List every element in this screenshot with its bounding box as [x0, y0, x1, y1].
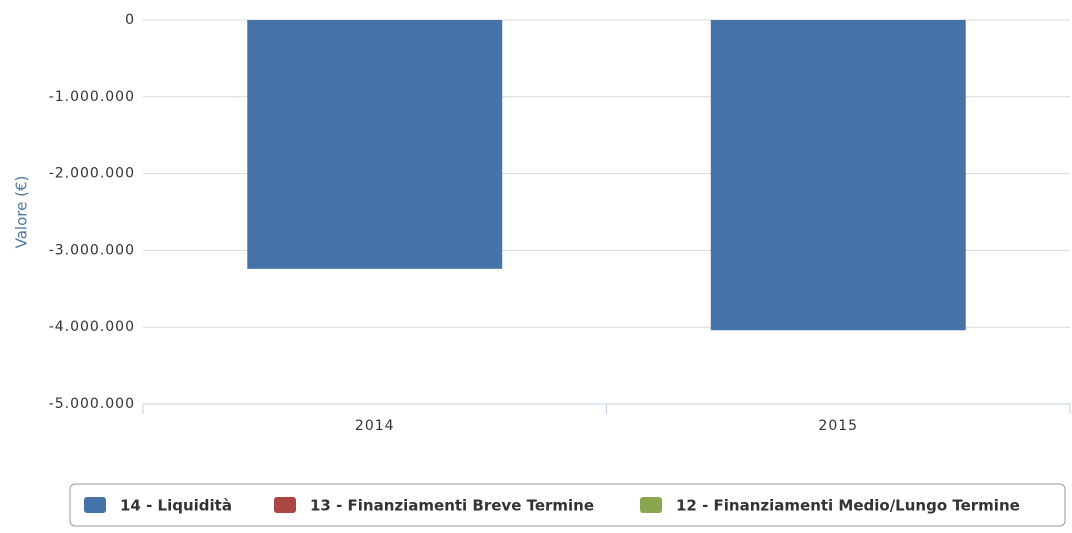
- y-tick-label: -1.000.000: [49, 89, 135, 105]
- y-tick-label: -2.000.000: [49, 166, 135, 182]
- bar: [710, 20, 966, 331]
- legend-label[interactable]: 14 - Liquidità: [120, 497, 232, 515]
- y-tick-label: -3.000.000: [49, 242, 135, 258]
- bar: [247, 20, 503, 269]
- y-tick-label: -5.000.000: [49, 396, 135, 412]
- legend-box: [69, 483, 1066, 527]
- x-tick-label: 2014: [355, 418, 395, 434]
- legend-label[interactable]: 12 - Finanziamenti Medio/Lungo Termine: [676, 497, 1020, 515]
- y-tick-label: -4.000.000: [49, 319, 135, 335]
- legend-swatch[interactable]: [274, 497, 296, 513]
- x-tick-label: 2015: [818, 418, 858, 434]
- legend-label[interactable]: 13 - Finanziamenti Breve Termine: [310, 497, 594, 515]
- legend-swatch[interactable]: [640, 497, 662, 513]
- legend-swatch[interactable]: [84, 497, 106, 513]
- y-axis-label: Valore (€): [13, 176, 31, 249]
- y-tick-label: 0: [125, 12, 135, 28]
